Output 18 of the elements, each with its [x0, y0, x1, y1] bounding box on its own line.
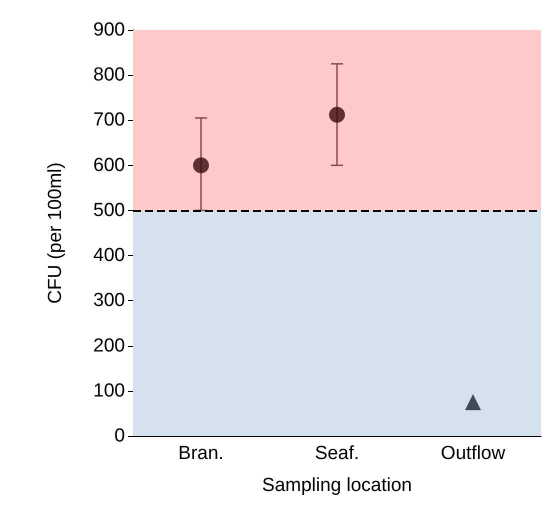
y-tick-label: 100: [93, 380, 125, 402]
y-axis-title: CFU (per 100ml): [45, 162, 66, 304]
y-tick-label: 300: [93, 290, 125, 312]
x-tick-label: Bran.: [178, 443, 224, 464]
y-tick-label: 500: [93, 200, 125, 221]
y-tick-label: 600: [93, 154, 125, 176]
point: [465, 394, 481, 410]
y-tick-label: 0: [114, 426, 125, 446]
point: [193, 157, 209, 174]
x-tick-label: Outflow: [440, 443, 506, 464]
y-tick-label: 900: [93, 20, 125, 40]
x-tick-label: Seaf.: [314, 443, 360, 464]
x-axis-title: Sampling location: [262, 475, 412, 496]
y-tick-label: 700: [93, 110, 125, 131]
y-tick-label: 400: [93, 245, 125, 266]
y-tick-label: 800: [93, 64, 125, 86]
y-tick-label: 200: [93, 335, 125, 356]
point: [329, 106, 345, 123]
